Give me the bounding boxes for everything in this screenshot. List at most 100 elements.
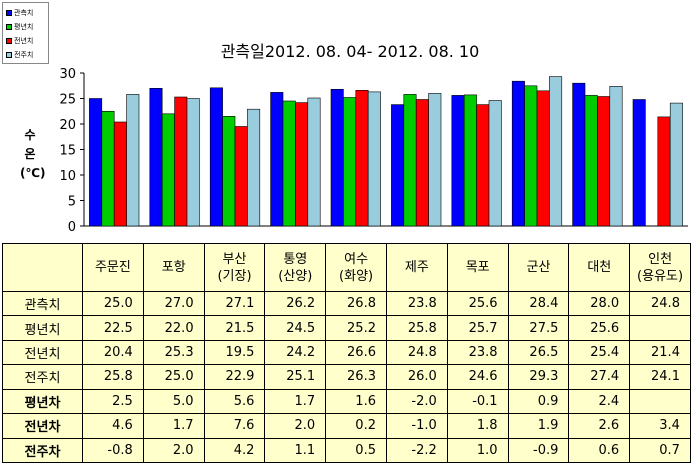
table-cell: 27.4 — [568, 364, 631, 390]
table-cell: 26.5 — [507, 339, 570, 366]
table-cell: 25.4 — [568, 339, 631, 366]
station-name: 포항 — [161, 260, 186, 275]
bar — [247, 108, 261, 227]
table-cell: 1.7 — [264, 388, 327, 415]
table-cell — [629, 388, 691, 415]
table-cell: 24.8 — [385, 339, 448, 366]
legend-item: 전주치 — [6, 49, 33, 61]
table-row: 평년차 2.5 5.0 5.6 1.7 1.6 -2.0 -0.1 0.9 2.4 — [2, 388, 691, 415]
station-name: 부산 — [222, 251, 247, 267]
table-cell: 27.0 — [142, 290, 205, 317]
bar — [307, 97, 321, 227]
bar — [270, 92, 284, 227]
station-subname: (기장) — [217, 268, 252, 284]
bar — [222, 116, 236, 227]
table-header: 주문진 포항 부산 (기장) 통영 (산양) 여수 (화양) 제주 목포 군산 대천 인천 (용유도) — [2, 243, 691, 292]
table-cell: -2.2 — [385, 437, 448, 464]
bar — [669, 102, 683, 227]
legend-swatch — [6, 52, 12, 58]
table-row: 전년차 4.6 1.7 7.6 2.0 0.2 -1.0 1.8 1.9 2.6 3.4 — [2, 413, 691, 439]
table-cell: 0.9 — [507, 388, 570, 415]
legend-label: 평년치 — [14, 23, 34, 31]
bar — [186, 98, 200, 227]
table-cell: 26.0 — [385, 364, 448, 390]
station-name: 인천 — [648, 251, 673, 267]
station-header: 인천 (용유도) — [629, 243, 691, 292]
corner-cell — [2, 243, 83, 292]
bar — [161, 113, 175, 227]
table-cell: 25.8 — [385, 315, 448, 341]
legend-swatch — [6, 10, 12, 16]
bar — [113, 121, 127, 227]
station-header: 제주 — [385, 243, 448, 292]
station-header: 대천 — [568, 243, 631, 292]
table-cell: 25.0 — [82, 290, 144, 317]
bar — [572, 82, 586, 227]
table-cell: 24.8 — [629, 290, 691, 317]
legend-swatch — [6, 24, 12, 30]
header-row: 주문진 포항 부산 (기장) 통영 (산양) 여수 (화양) 제주 목포 군산 대천 인천 (용유도) — [2, 243, 691, 292]
table-cell: 25.0 — [142, 364, 205, 390]
row-label: 전년차 — [2, 413, 83, 439]
bar — [126, 94, 140, 227]
table-cell: 22.0 — [142, 315, 205, 341]
table-cell: 0.5 — [325, 437, 387, 464]
table-row: 전주치 25.8 25.0 22.9 25.1 26.3 26.0 24.6 29.3 27.4 2… — [2, 364, 691, 390]
legend-item: 관측치 — [6, 7, 33, 19]
table-cell: -0.1 — [446, 388, 509, 415]
table-body: 관측치 25.0 27.0 27.1 26.2 26.8 23.8 25.6 28.4 28.0 2… — [2, 290, 691, 464]
table-cell: 25.6 — [568, 315, 631, 341]
station-name: 통영 — [283, 251, 308, 267]
bar — [428, 93, 442, 227]
table-cell: 5.0 — [142, 388, 205, 415]
y-axis-label: 수 온 (℃) — [20, 126, 46, 183]
station-header: 주문진 — [82, 243, 144, 292]
bar — [330, 89, 344, 227]
y-tick-label: 0 — [68, 220, 76, 235]
table-cell: -0.8 — [82, 437, 144, 464]
bar — [451, 95, 465, 227]
station-name: 주문진 — [94, 260, 131, 275]
table-cell: 22.5 — [82, 315, 144, 341]
table-cell: 1.7 — [142, 413, 205, 439]
table-cell: 19.5 — [203, 339, 266, 366]
bar — [597, 96, 611, 227]
table-cell: 4.6 — [82, 413, 144, 439]
table-cell: 3.4 — [629, 413, 691, 439]
table-cell: 27.5 — [507, 315, 570, 341]
y-tick-label: 30 — [59, 67, 76, 82]
table-cell: 25.2 — [325, 315, 387, 341]
bar — [584, 95, 598, 227]
table-cell: 2.6 — [568, 413, 631, 439]
table-row: 평년치 22.5 22.0 21.5 24.5 25.2 25.8 25.7 27.5 25.6 — [2, 315, 691, 341]
table-row: 전주차 -0.8 2.0 4.2 1.1 0.5 -2.2 1.0 -0.9 0.6 0.7 — [2, 437, 691, 464]
table-cell: 1.9 — [507, 413, 570, 439]
bar — [234, 126, 248, 227]
table-cell: 4.2 — [203, 437, 266, 464]
station-subname: (화양) — [339, 268, 374, 284]
table-cell: 0.7 — [629, 437, 691, 464]
bar — [149, 88, 163, 227]
station-header: 목포 — [446, 243, 509, 292]
bar-chart: 0 5 10 15 20 25 30 — [59, 67, 688, 235]
bar — [295, 102, 309, 227]
table-cell: 20.4 — [82, 339, 144, 366]
station-header: 통영 (산양) — [264, 243, 327, 292]
table-cell: 21.4 — [629, 339, 691, 366]
table-cell: 25.1 — [264, 364, 327, 390]
bar — [415, 99, 429, 227]
bar — [511, 80, 525, 227]
table-cell: 1.1 — [264, 437, 327, 464]
table-cell: 21.5 — [203, 315, 266, 341]
bar — [355, 90, 369, 227]
row-label: 관측치 — [2, 290, 83, 317]
bar — [536, 90, 550, 227]
chart-title: 관측일2012. 08. 04- 2012. 08. 10 — [220, 42, 480, 61]
station-name: 군산 — [526, 260, 551, 275]
table-cell: -0.9 — [507, 437, 570, 464]
bar — [209, 87, 223, 227]
bar — [391, 104, 405, 227]
station-subname: (용유도) — [637, 268, 684, 284]
table-cell: 25.7 — [446, 315, 509, 341]
row-label: 전년치 — [2, 339, 83, 366]
